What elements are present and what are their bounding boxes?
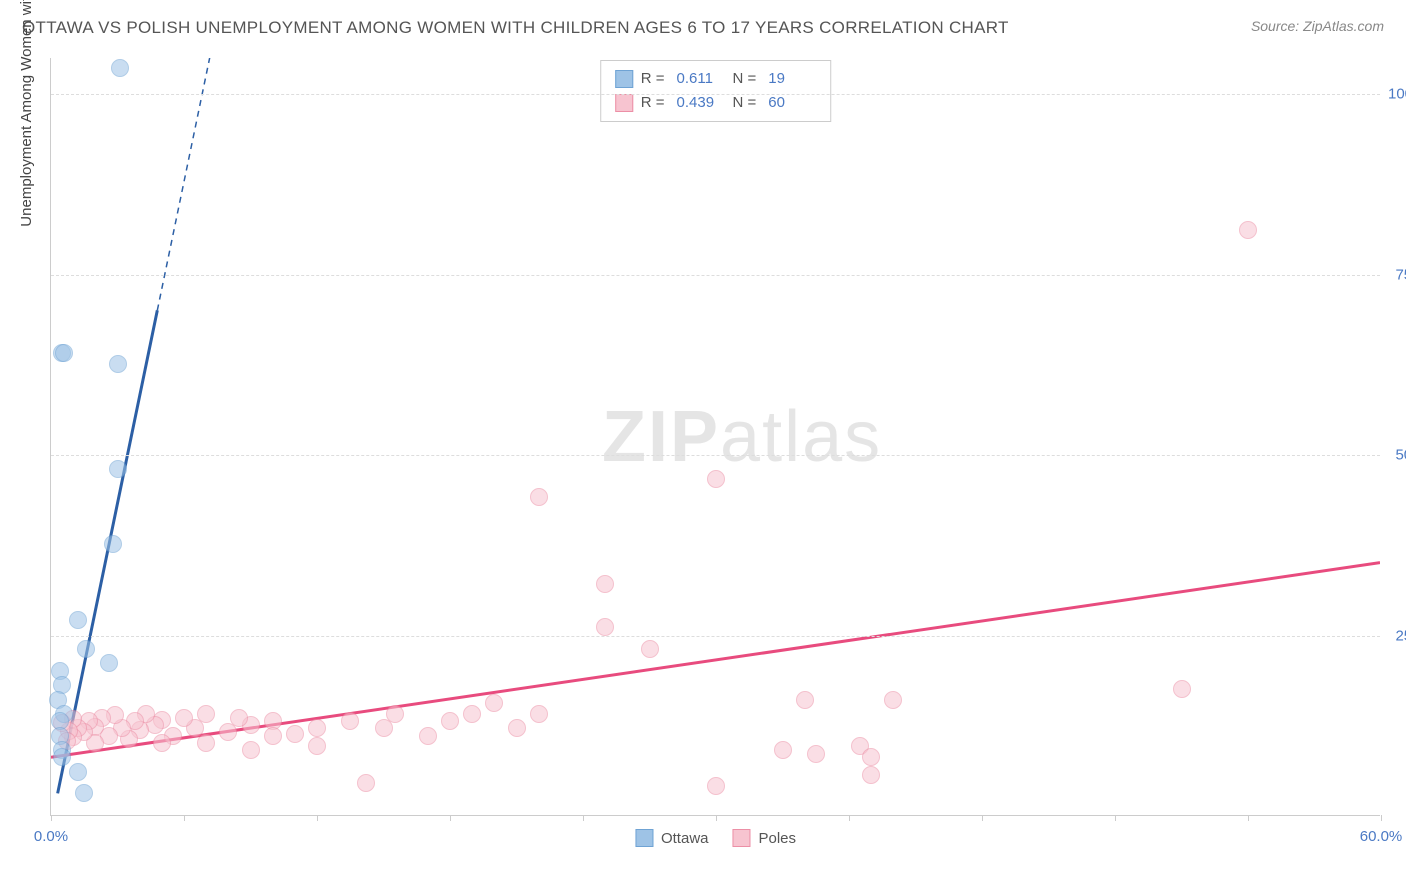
series-legend: Ottawa Poles: [635, 829, 796, 847]
scatter-point-poles: [807, 745, 825, 763]
legend-r-label: R =: [641, 67, 665, 91]
legend-swatch-ottawa: [615, 70, 633, 88]
scatter-point-poles: [375, 719, 393, 737]
legend-swatch-poles: [733, 829, 751, 847]
x-tick: [583, 815, 584, 821]
legend-n-value-ottawa: 19: [768, 67, 816, 91]
scatter-point-poles: [530, 705, 548, 723]
scatter-point-poles: [441, 712, 459, 730]
x-tick: [51, 815, 52, 821]
gridline: [51, 455, 1380, 456]
scatter-point-poles: [641, 640, 659, 658]
watermark-light: atlas: [720, 397, 882, 477]
watermark: ZIPatlas: [602, 396, 882, 478]
x-tick: [184, 815, 185, 821]
source-attribution: Source: ZipAtlas.com: [1251, 18, 1384, 34]
x-tick: [1115, 815, 1116, 821]
x-tick: [716, 815, 717, 821]
scatter-point-ottawa: [109, 355, 127, 373]
scatter-point-ottawa: [100, 654, 118, 672]
scatter-point-poles: [197, 734, 215, 752]
legend-row-ottawa: R = 0.611 N = 19: [615, 67, 817, 91]
scatter-point-ottawa: [75, 784, 93, 802]
y-tick-label: 100.0%: [1388, 86, 1406, 103]
scatter-point-poles: [707, 777, 725, 795]
scatter-point-ottawa: [69, 611, 87, 629]
x-tick: [1381, 815, 1382, 821]
scatter-point-poles: [357, 774, 375, 792]
scatter-point-poles: [341, 712, 359, 730]
x-tick: [450, 815, 451, 821]
scatter-point-poles: [419, 727, 437, 745]
scatter-point-poles: [1173, 680, 1191, 698]
scatter-point-poles: [175, 709, 193, 727]
scatter-point-poles: [219, 723, 237, 741]
scatter-point-poles: [308, 737, 326, 755]
legend-label-poles: Poles: [759, 830, 797, 847]
trend-line: [157, 58, 217, 310]
scatter-point-poles: [596, 575, 614, 593]
scatter-point-ottawa: [69, 763, 87, 781]
scatter-point-poles: [774, 741, 792, 759]
gridline: [51, 636, 1380, 637]
y-tick-label: 75.0%: [1388, 266, 1406, 283]
scatter-point-poles: [463, 705, 481, 723]
scatter-point-poles: [530, 488, 548, 506]
y-axis-label: Unemployment Among Women with Children A…: [18, 0, 35, 227]
x-tick: [982, 815, 983, 821]
scatter-point-poles: [862, 748, 880, 766]
legend-swatch-poles: [615, 94, 633, 112]
scatter-point-poles: [286, 725, 304, 743]
legend-swatch-ottawa: [635, 829, 653, 847]
x-tick-label: 0.0%: [34, 828, 68, 845]
scatter-point-poles: [884, 691, 902, 709]
chart-title: OTTAWA VS POLISH UNEMPLOYMENT AMONG WOME…: [22, 18, 1009, 38]
gridline: [51, 94, 1380, 95]
scatter-point-poles: [508, 719, 526, 737]
legend-r-value-ottawa: 0.611: [677, 67, 725, 91]
legend-n-label: N =: [733, 67, 757, 91]
x-tick: [317, 815, 318, 821]
correlation-legend: R = 0.611 N = 19 R = 0.439 N = 60: [600, 60, 832, 122]
scatter-point-ottawa: [109, 460, 127, 478]
x-tick-label: 60.0%: [1360, 828, 1403, 845]
scatter-point-ottawa: [77, 640, 95, 658]
watermark-bold: ZIP: [602, 397, 720, 477]
scatter-point-ottawa: [53, 748, 71, 766]
trend-lines-svg: [51, 58, 1380, 815]
scatter-point-ottawa: [111, 59, 129, 77]
scatter-point-poles: [796, 691, 814, 709]
legend-label-ottawa: Ottawa: [661, 830, 709, 847]
scatter-point-poles: [862, 766, 880, 784]
scatter-point-poles: [1239, 221, 1257, 239]
legend-item-poles: Poles: [733, 829, 797, 847]
scatter-point-poles: [707, 470, 725, 488]
scatter-point-poles: [485, 694, 503, 712]
y-tick-label: 50.0%: [1388, 447, 1406, 464]
scatter-point-poles: [153, 734, 171, 752]
legend-item-ottawa: Ottawa: [635, 829, 709, 847]
x-tick: [1248, 815, 1249, 821]
scatter-point-ottawa: [104, 535, 122, 553]
scatter-point-ottawa: [55, 344, 73, 362]
y-tick-label: 25.0%: [1388, 627, 1406, 644]
scatter-plot-area: ZIPatlas R = 0.611 N = 19 R = 0.439 N = …: [50, 58, 1380, 816]
gridline: [51, 275, 1380, 276]
x-tick: [849, 815, 850, 821]
scatter-point-poles: [242, 741, 260, 759]
scatter-point-poles: [596, 618, 614, 636]
scatter-point-poles: [308, 719, 326, 737]
scatter-point-poles: [264, 727, 282, 745]
